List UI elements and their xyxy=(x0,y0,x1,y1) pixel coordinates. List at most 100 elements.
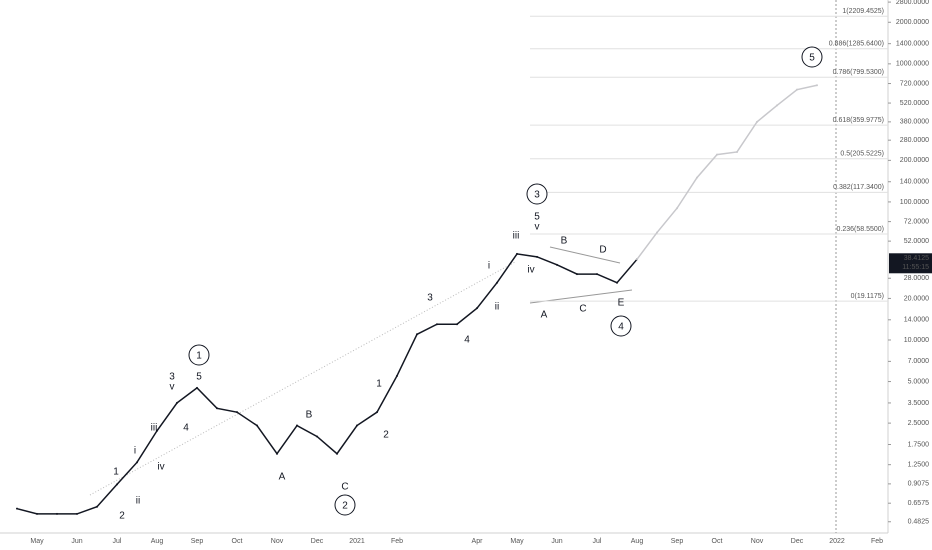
wave-label: C xyxy=(579,304,586,315)
x-tick-label: Dec xyxy=(311,538,324,545)
fib-label: 0.382(117.3400) xyxy=(833,184,884,191)
wave-label: B xyxy=(561,236,568,247)
wave-label: 5 xyxy=(196,372,202,383)
last-price-label: 38.4125 xyxy=(904,255,929,262)
price-point xyxy=(336,452,338,455)
price-point xyxy=(816,84,818,87)
price-point xyxy=(456,323,458,326)
y-tick-label: 7.0000 xyxy=(908,358,930,365)
wave-label: 5 xyxy=(534,212,540,223)
wave-label: 2 xyxy=(342,501,348,512)
price-point xyxy=(316,435,318,438)
y-tick-label: 10.0000 xyxy=(904,337,929,344)
wave-label: 1 xyxy=(196,351,202,362)
x-tick-label: Feb xyxy=(871,538,883,545)
x-tick-label: May xyxy=(510,538,524,545)
fib-label: 0.786(799.5300) xyxy=(833,69,884,76)
wave-label: 4 xyxy=(183,423,189,434)
x-tick-label: Jun xyxy=(71,538,82,545)
wave-circle xyxy=(188,344,210,366)
wave-label: C xyxy=(341,482,348,493)
price-point xyxy=(376,411,378,414)
y-tick-label: 52.0000 xyxy=(904,238,929,245)
fib-label: 1(2209.4525) xyxy=(842,8,884,15)
price-point xyxy=(356,424,358,427)
wave-circle xyxy=(610,315,632,337)
y-tick-label: 2000.0000 xyxy=(896,19,929,26)
x-tick-label: Jun xyxy=(551,538,562,545)
price-line xyxy=(16,253,638,515)
y-tick-label: 3.5000 xyxy=(908,400,930,407)
x-tick-label: Sep xyxy=(191,538,204,545)
y-tick-label: 100.0000 xyxy=(900,199,929,206)
x-tick-label: Oct xyxy=(712,538,723,545)
y-tick-label: 1400.0000 xyxy=(896,41,929,48)
price-point xyxy=(156,429,158,432)
fib-label: 0.236(58.5500) xyxy=(837,226,884,233)
price-point xyxy=(176,401,178,404)
y-tick-label: 0.9075 xyxy=(908,481,930,488)
wave-label: i xyxy=(488,261,490,272)
price-point xyxy=(496,281,498,284)
price-point xyxy=(416,333,418,336)
fib-label: 0(19.1175) xyxy=(851,293,884,300)
price-point xyxy=(696,176,698,179)
wave-label: 3 xyxy=(534,190,540,201)
x-tick-label: 2021 xyxy=(349,538,365,545)
triangle-line xyxy=(549,246,621,264)
price-point xyxy=(536,255,538,258)
wave-label: 2 xyxy=(383,430,389,441)
x-tick-label: Oct xyxy=(232,538,243,545)
price-point xyxy=(116,483,118,486)
wave-label: A xyxy=(279,472,286,483)
price-point xyxy=(636,258,638,261)
wave-circle xyxy=(526,183,548,205)
x-tick-label: May xyxy=(30,538,44,545)
last-price-box xyxy=(889,253,932,274)
y-tick-label: 0.4825 xyxy=(908,519,930,526)
wave-label: E xyxy=(618,298,625,309)
price-point xyxy=(36,512,38,515)
wave-label: A xyxy=(541,310,548,321)
price-point xyxy=(576,273,578,276)
x-tick-label: Jul xyxy=(593,538,602,545)
price-point xyxy=(516,252,518,255)
price-point xyxy=(76,512,78,515)
wave-label: 1 xyxy=(376,379,382,390)
countdown: 11:55:15 xyxy=(902,264,929,271)
x-tick-label: Feb xyxy=(391,538,403,545)
y-tick-label: 1000.0000 xyxy=(896,61,929,68)
price-point xyxy=(656,231,658,234)
x-tick-label: Aug xyxy=(151,538,164,545)
price-point xyxy=(736,150,738,153)
wave-label: D xyxy=(599,245,606,256)
y-tick-label: 14.0000 xyxy=(904,317,929,324)
y-tick-label: 520.0000 xyxy=(900,100,929,107)
x-tick-label: Dec xyxy=(791,538,804,545)
price-point xyxy=(716,153,718,156)
y-tick-label: 1.2500 xyxy=(908,462,930,469)
wave-label: v xyxy=(535,222,540,233)
wave-label: 4 xyxy=(464,335,470,346)
x-tick-label: Jul xyxy=(113,538,122,545)
price-point xyxy=(96,505,98,508)
price-point xyxy=(196,386,198,389)
wave-label: 5 xyxy=(809,53,815,64)
fib-label: 0.618(359.9775) xyxy=(833,117,884,124)
wave-label: B xyxy=(306,410,313,421)
price-point xyxy=(276,452,278,455)
price-point xyxy=(216,407,218,410)
price-point xyxy=(436,323,438,326)
x-tick-label: Nov xyxy=(271,538,284,545)
wave-label: 4 xyxy=(618,322,624,333)
price-line xyxy=(636,84,818,260)
wave-label: ii xyxy=(136,496,140,507)
price-point xyxy=(676,207,678,210)
y-tick-label: 720.0000 xyxy=(900,80,929,87)
wave-label: i xyxy=(134,446,136,457)
y-tick-label: 2.5000 xyxy=(908,420,930,427)
y-tick-label: 140.0000 xyxy=(900,179,929,186)
y-tick-label: 5.0000 xyxy=(908,378,930,385)
